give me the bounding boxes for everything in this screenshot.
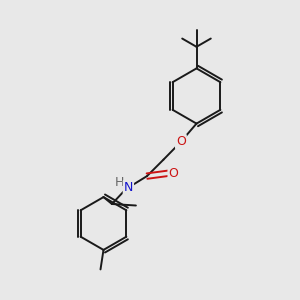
Text: O: O [176, 135, 186, 148]
Text: N: N [124, 181, 133, 194]
Text: O: O [169, 167, 178, 180]
Text: H: H [115, 176, 124, 189]
